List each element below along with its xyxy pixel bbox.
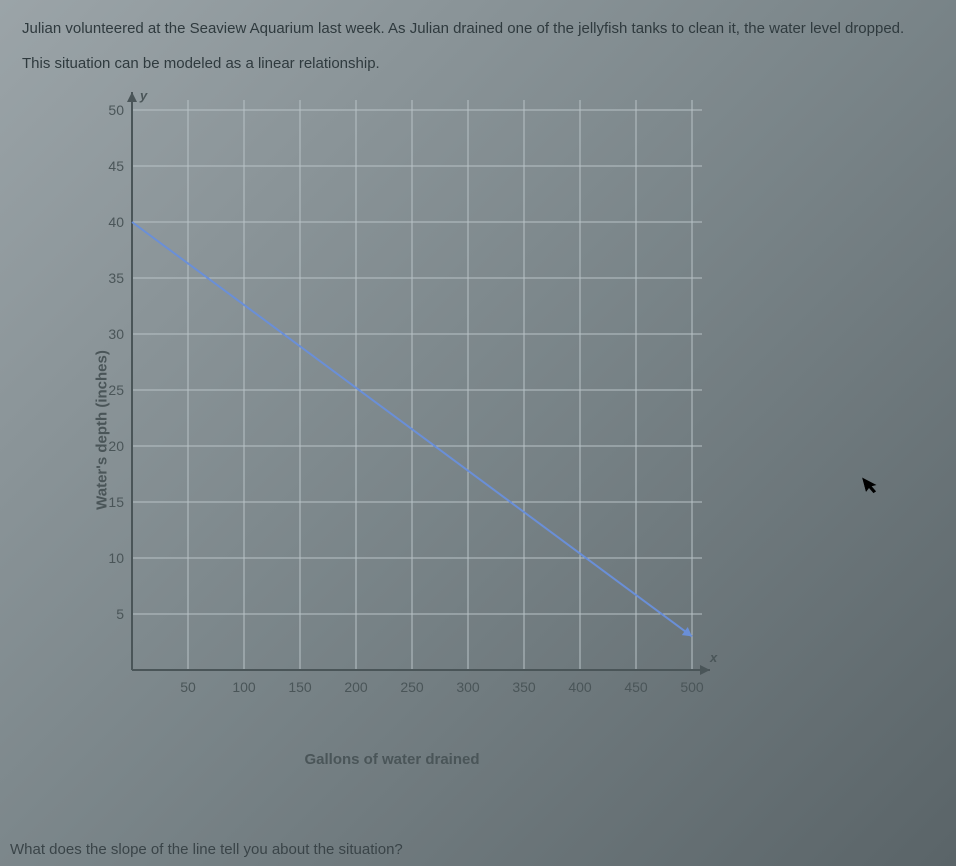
svg-text:300: 300 bbox=[456, 679, 480, 695]
svg-text:40: 40 bbox=[108, 214, 124, 230]
line-chart: y x 5 10 15 20 25 30 35 40 45 50 50 100 150 200 250 300 35… bbox=[82, 90, 722, 740]
question-text: What does the slope of the line tell you… bbox=[10, 841, 403, 858]
svg-text:5: 5 bbox=[116, 606, 124, 622]
problem-text-1: Julian volunteered at the Seaview Aquari… bbox=[22, 18, 934, 41]
svg-text:20: 20 bbox=[108, 438, 124, 454]
cursor-icon bbox=[862, 473, 884, 501]
svg-text:25: 25 bbox=[108, 382, 124, 398]
problem-text-2: This situation can be modeled as a linea… bbox=[22, 55, 934, 72]
svg-text:350: 350 bbox=[512, 679, 536, 695]
svg-text:30: 30 bbox=[108, 326, 124, 342]
svg-text:200: 200 bbox=[344, 679, 368, 695]
chart-container: Water's depth (inches) yx510152025303540… bbox=[32, 90, 752, 770]
svg-text:100: 100 bbox=[232, 679, 256, 695]
x-axis-label: Gallons of water drained bbox=[304, 751, 479, 768]
svg-text:50: 50 bbox=[180, 679, 196, 695]
svg-text:250: 250 bbox=[400, 679, 424, 695]
svg-text:y: y bbox=[139, 90, 148, 103]
svg-text:400: 400 bbox=[568, 679, 592, 695]
svg-text:500: 500 bbox=[680, 679, 704, 695]
svg-text:450: 450 bbox=[624, 679, 648, 695]
svg-text:10: 10 bbox=[108, 550, 124, 566]
svg-text:50: 50 bbox=[108, 102, 124, 118]
svg-text:35: 35 bbox=[108, 270, 124, 286]
svg-text:15: 15 bbox=[108, 494, 124, 510]
svg-text:45: 45 bbox=[108, 158, 124, 174]
svg-text:x: x bbox=[709, 650, 718, 665]
svg-text:150: 150 bbox=[288, 679, 312, 695]
